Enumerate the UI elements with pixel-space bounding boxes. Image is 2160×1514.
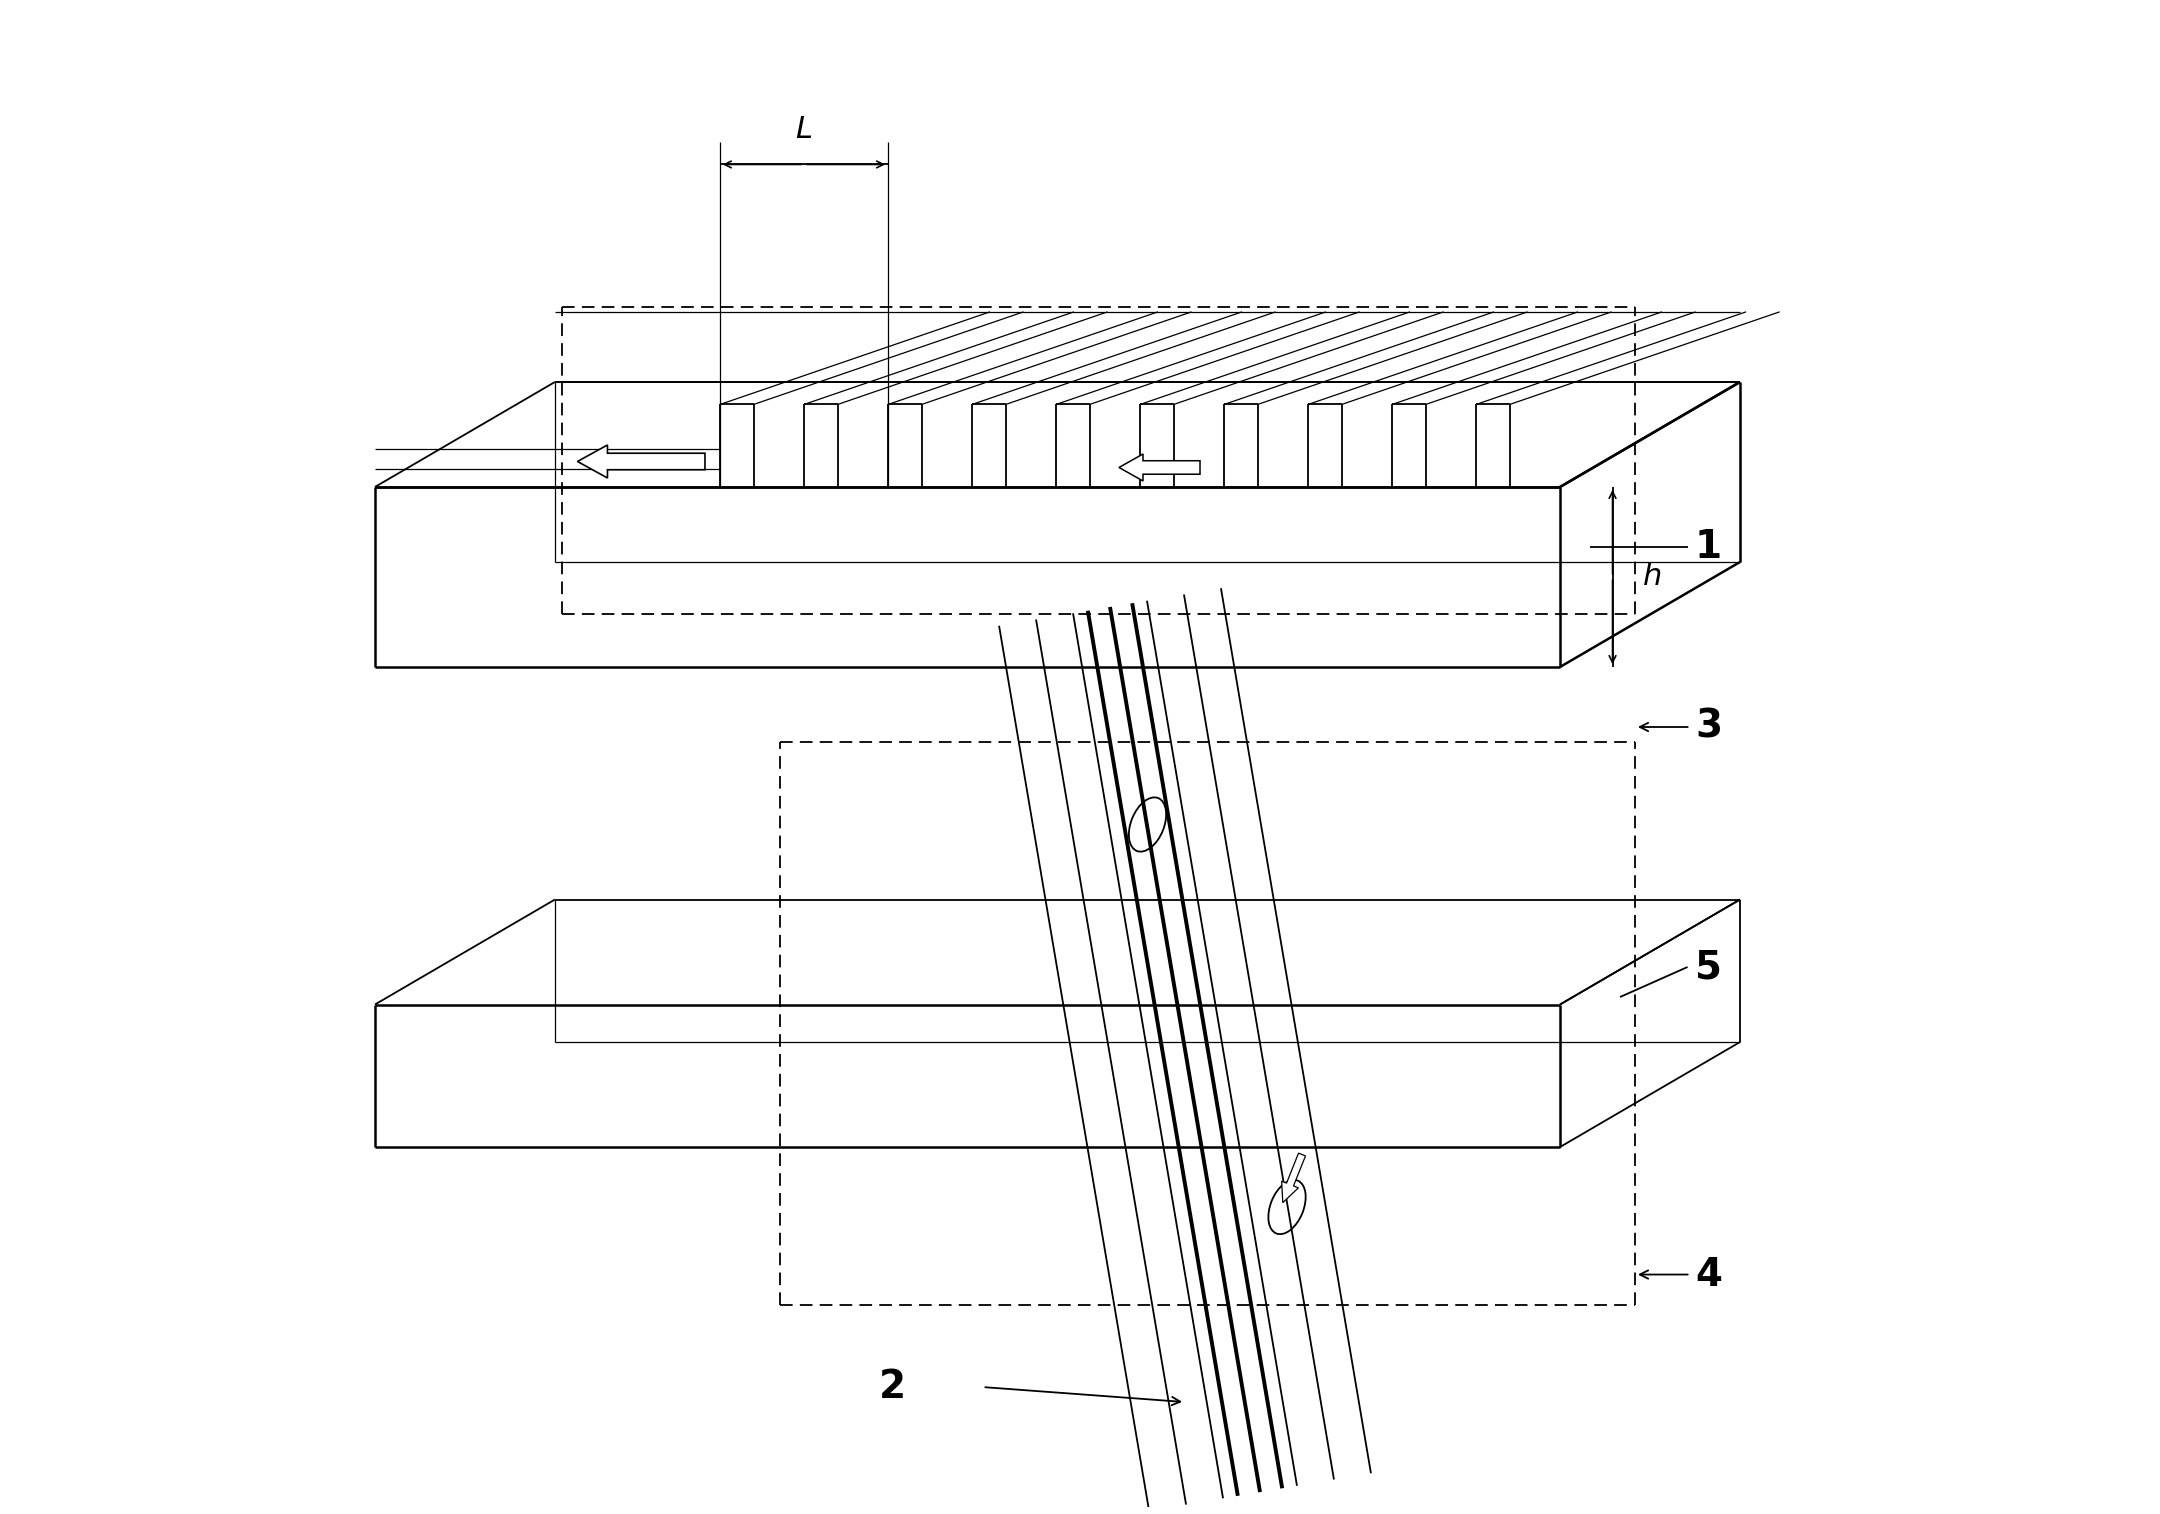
- Text: 3: 3: [1696, 709, 1722, 746]
- Text: 2: 2: [879, 1369, 905, 1407]
- FancyArrow shape: [1281, 1154, 1305, 1202]
- Text: L: L: [795, 115, 812, 144]
- Text: 1: 1: [1696, 528, 1722, 566]
- FancyArrow shape: [1119, 454, 1201, 481]
- Text: h: h: [1642, 563, 1661, 592]
- FancyArrow shape: [577, 445, 704, 478]
- Text: 4: 4: [1696, 1255, 1722, 1293]
- Text: 5: 5: [1696, 948, 1722, 986]
